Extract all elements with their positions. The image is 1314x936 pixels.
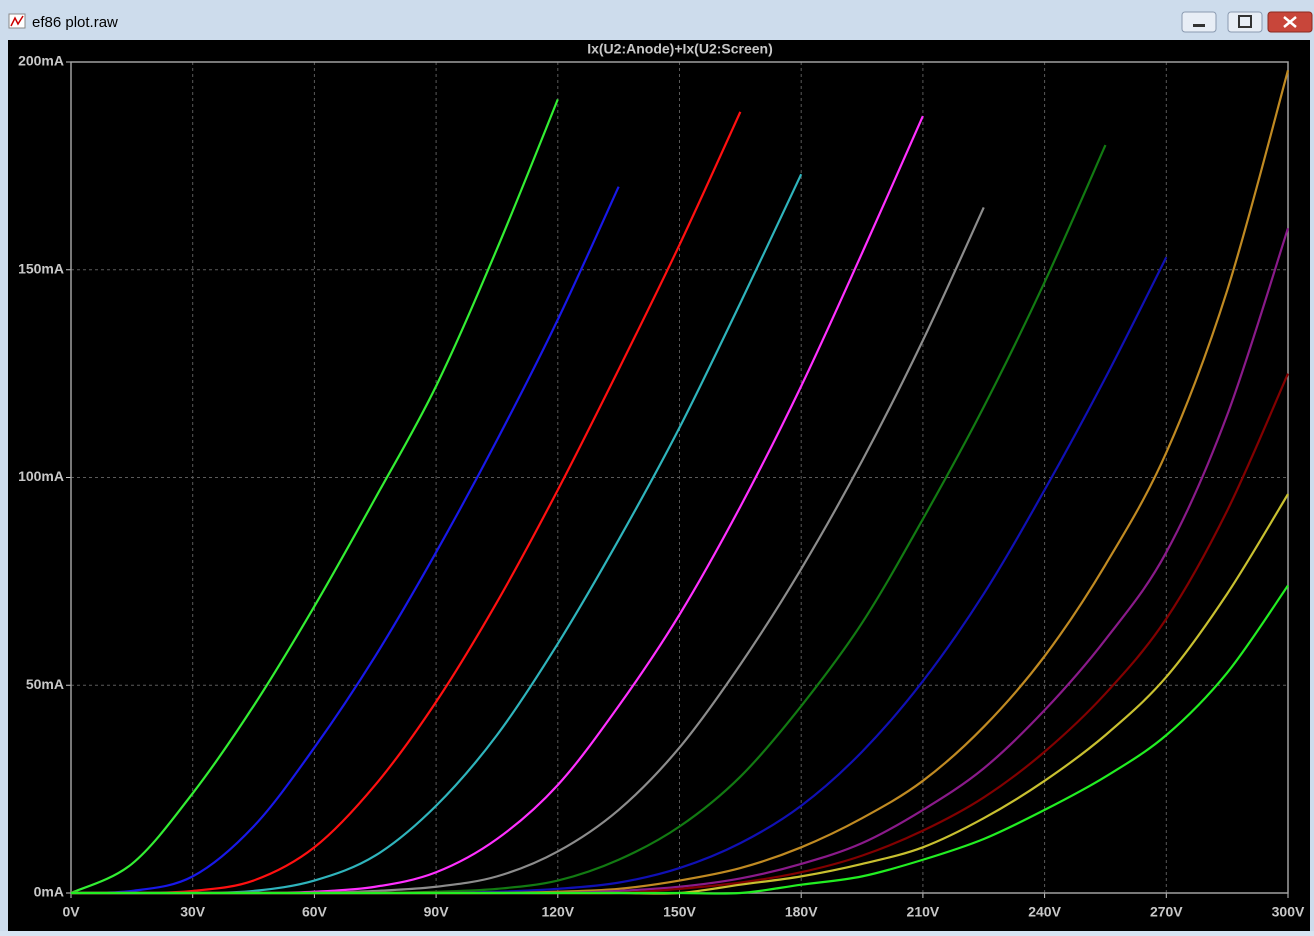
x-tick-label: 0V [62, 904, 80, 920]
x-tick-label: 240V [1028, 904, 1061, 920]
chart-title: Ix(U2:Anode)+Ix(U2:Screen) [587, 41, 773, 57]
curve [71, 173, 803, 895]
y-tick-label: 0mA [34, 884, 64, 900]
curve [70, 98, 559, 894]
curve [71, 144, 1107, 895]
chart: Ix(U2:Anode)+Ix(U2:Screen) 0mA 50mA 100mA 1… [18, 41, 1305, 920]
curve [71, 115, 924, 895]
curve [70, 186, 620, 895]
x-tick-label: 300V [1272, 904, 1305, 920]
x-tick-label: 180V [785, 904, 818, 920]
minimize-button[interactable] [1181, 11, 1217, 33]
maximize-button[interactable] [1227, 11, 1263, 33]
window-controls [1181, 11, 1313, 33]
plot-pane: Ix(U2:Anode)+Ix(U2:Screen) 0mA 50mA 100mA 1… [8, 40, 1310, 931]
x-tick-label: 90V [424, 904, 450, 920]
window-title: ef86 plot.raw [32, 14, 118, 31]
curve [71, 256, 1168, 895]
x-tick-label: 150V [663, 904, 696, 920]
x-tick-label: 120V [541, 904, 574, 920]
y-tick-label: 50mA [26, 676, 64, 692]
app-icon [8, 13, 26, 29]
curve [71, 584, 1289, 895]
x-tick-label: 270V [1150, 904, 1183, 920]
x-tick-label: 210V [907, 904, 940, 920]
x-tick-label: 60V [302, 904, 328, 920]
curve [71, 206, 985, 895]
y-tick-label: 150mA [18, 260, 64, 276]
title-bar: ef86 plot.raw [0, 0, 1314, 40]
y-tick-label: 200mA [18, 53, 64, 69]
y-tick-label: 100mA [18, 468, 64, 484]
curve [70, 111, 742, 895]
curve [71, 70, 1290, 895]
x-tick-label: 30V [180, 904, 206, 920]
